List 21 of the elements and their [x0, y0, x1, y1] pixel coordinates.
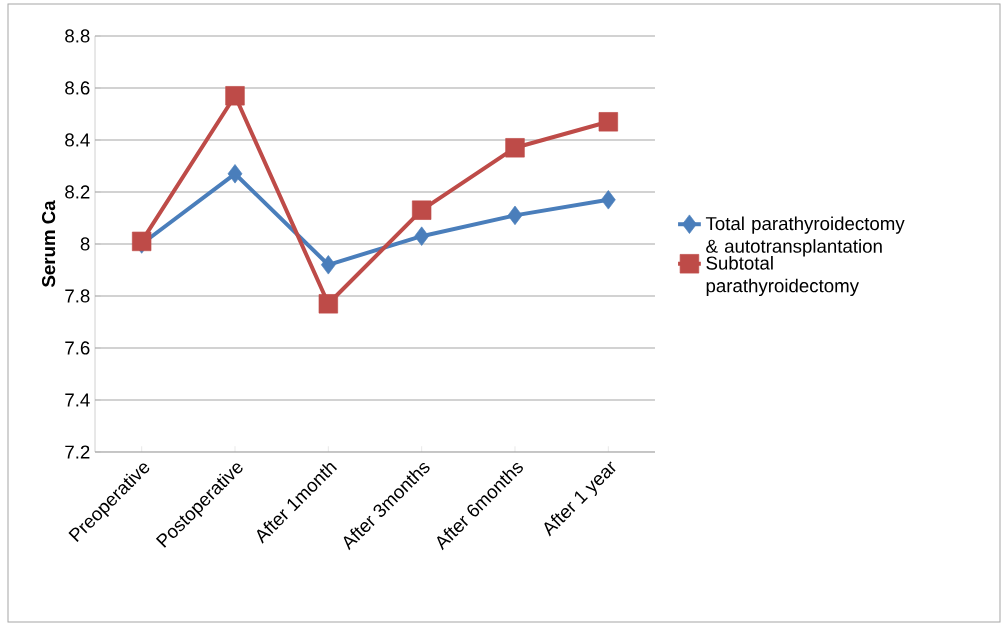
y-tick-label: 8 — [80, 237, 90, 251]
y-tick-label: 8.6 — [65, 81, 90, 95]
y-axis-title: Serum Ca — [41, 200, 56, 288]
point — [414, 226, 430, 246]
y-tick-label: 8.4 — [65, 133, 90, 147]
y-tick-label: 8.2 — [65, 185, 90, 199]
point — [601, 190, 616, 210]
point — [225, 86, 245, 106]
y-tick-label: 7.4 — [65, 393, 90, 407]
point — [321, 255, 336, 275]
point — [505, 138, 525, 158]
point — [507, 205, 523, 226]
point — [318, 294, 339, 314]
point — [598, 112, 619, 132]
y-tick-label: 7.2 — [65, 445, 90, 459]
y-tick-label: 8.8 — [65, 29, 90, 43]
point — [227, 164, 243, 184]
y-tick-label: 7.8 — [65, 289, 90, 303]
legend-label: Total parathyroidectomy & autotransplantation — [705, 216, 905, 257]
point — [412, 200, 432, 220]
y-tick-label: 7.6 — [65, 341, 90, 355]
